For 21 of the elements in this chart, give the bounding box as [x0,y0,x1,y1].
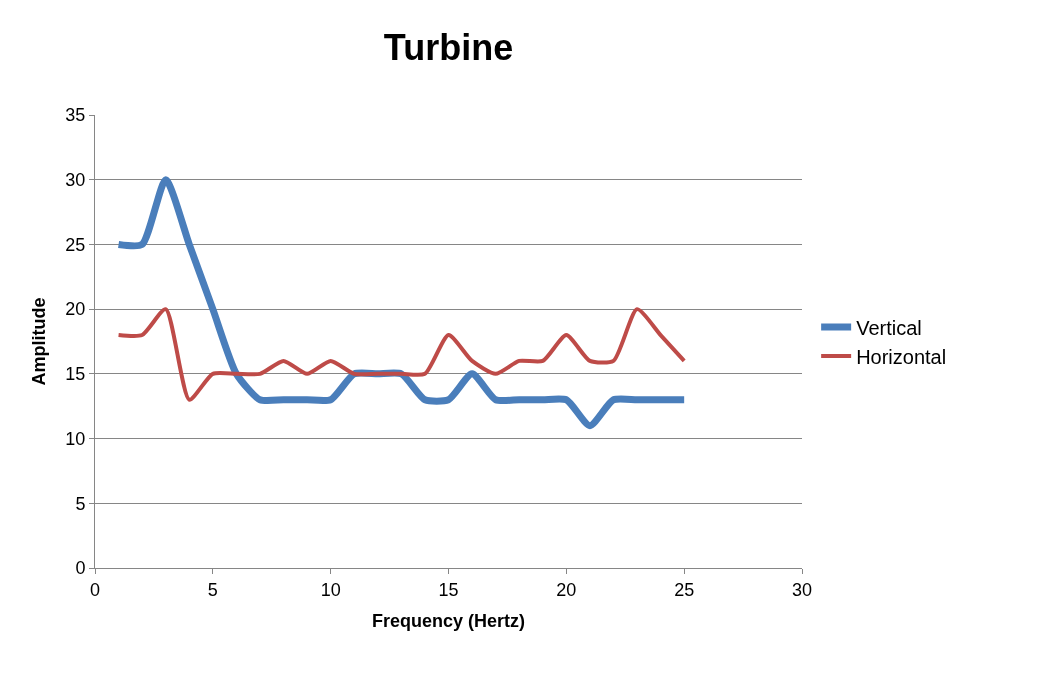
y-tick-label: 0 [75,558,86,579]
x-tick-label: 30 [791,579,813,600]
x-tick-label: 15 [438,579,459,600]
y-tick-label: 35 [65,105,86,126]
y-axis-title: Amplitude [28,297,49,386]
x-tick-label: 25 [674,579,695,600]
y-tick-label: 15 [65,364,86,385]
x-tick-label: 5 [207,579,218,600]
x-tick-label: 10 [320,579,341,600]
line-series [116,307,687,402]
x-tick-label: 0 [89,579,101,600]
x-axis-title: Frequency (Hertz) [371,610,526,631]
chart-title: Turbine [383,26,514,68]
x-tick-label: 20 [556,579,577,600]
y-tick-label: 10 [65,428,86,449]
y-tick-label: 30 [65,170,86,191]
y-tick-label: 20 [65,299,86,320]
y-tick-label: 5 [75,493,86,514]
y-tick-label: 25 [65,234,86,255]
legend-label: Vertical [856,316,922,339]
legend-label: Horizontal [856,345,947,368]
